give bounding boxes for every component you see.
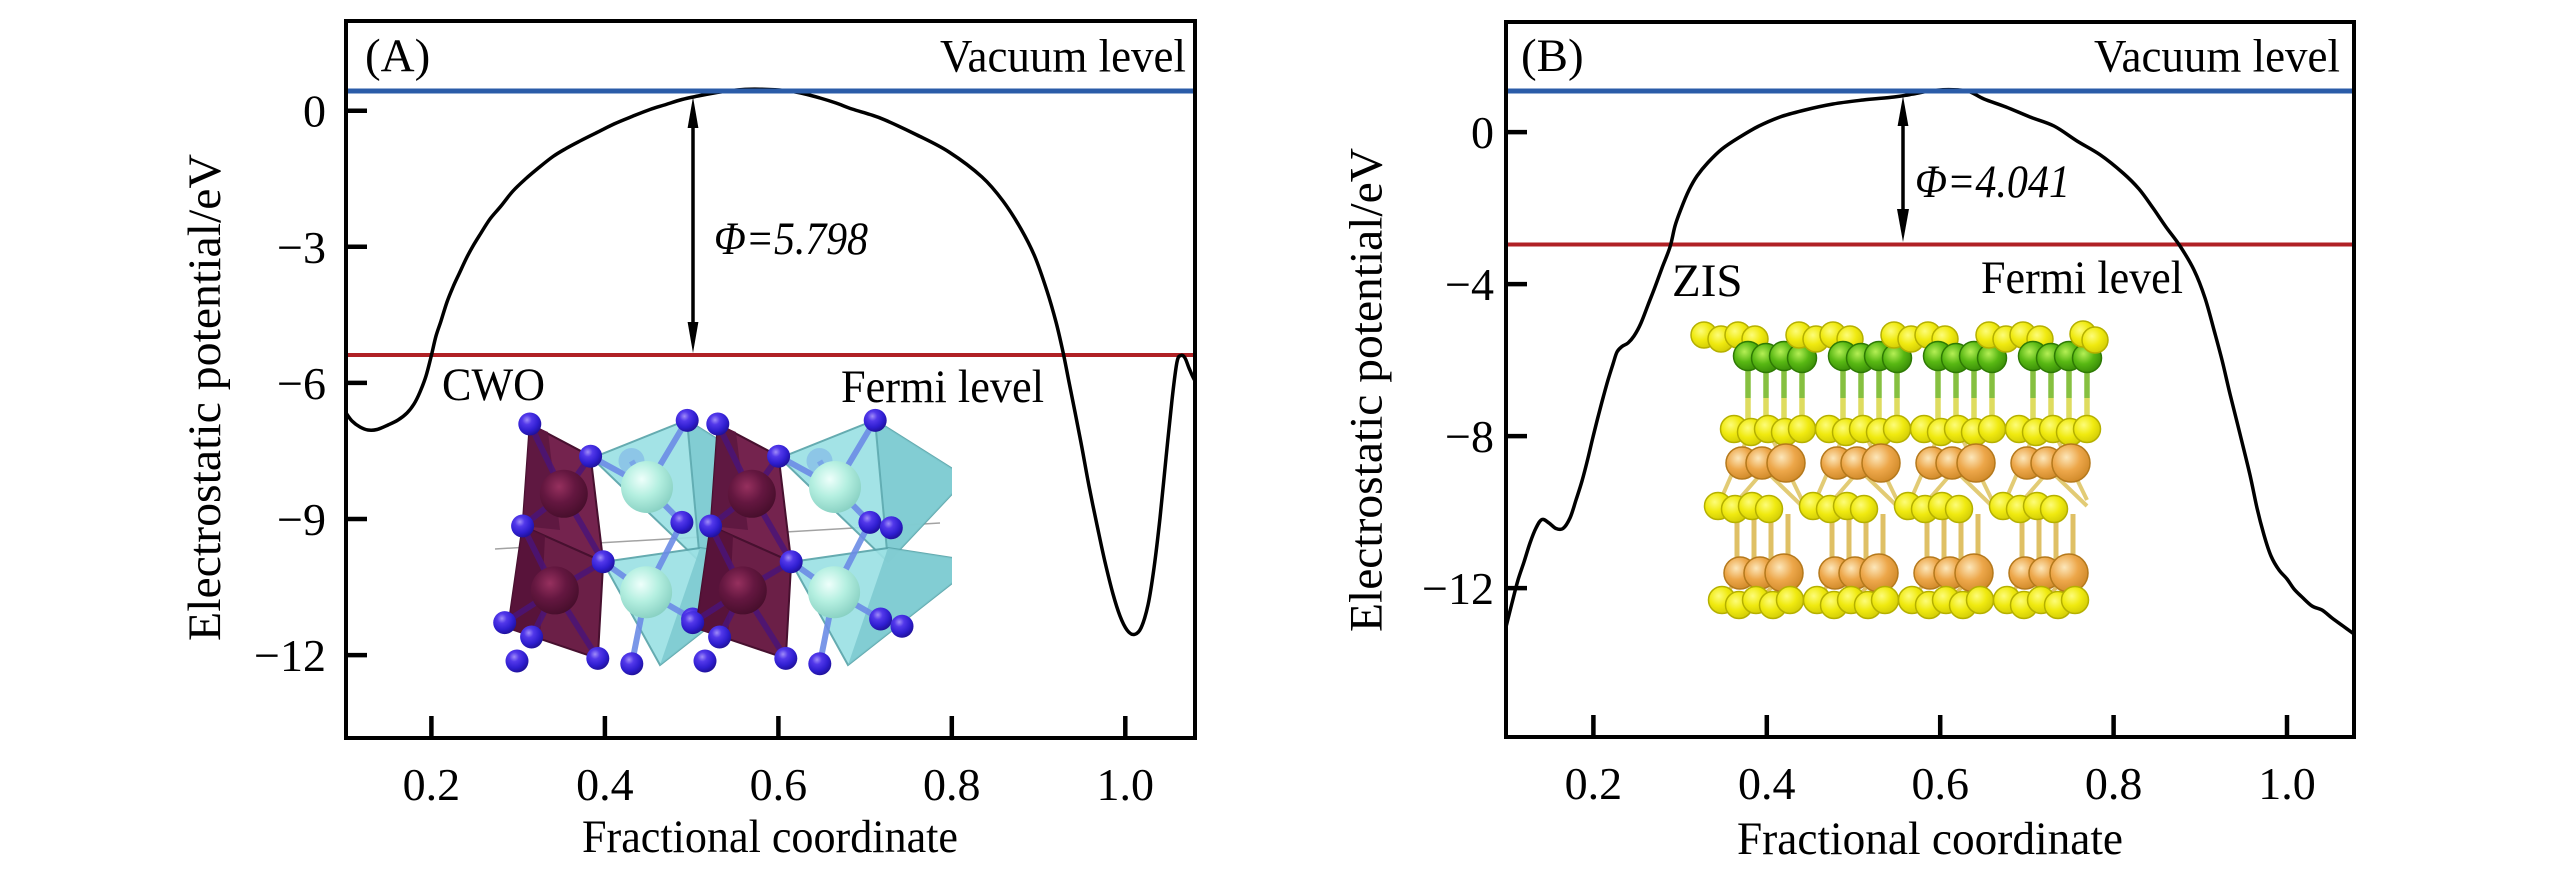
svg-text:−8: −8 [1445, 411, 1494, 462]
svg-text:0.6: 0.6 [750, 759, 808, 810]
svg-text:(A): (A) [365, 30, 430, 82]
svg-text:0.8: 0.8 [923, 759, 981, 810]
svg-text:Electrostatic potential/eV: Electrostatic potential/eV [179, 154, 231, 641]
svg-text:0.6: 0.6 [1911, 758, 1969, 809]
svg-text:Vacuum level: Vacuum level [940, 31, 1186, 83]
svg-text:−3: −3 [277, 222, 326, 273]
svg-text:−12: −12 [1422, 563, 1494, 614]
svg-text:ZIS: ZIS [1672, 255, 1743, 307]
svg-text:−4: −4 [1445, 259, 1494, 310]
svg-text:0.2: 0.2 [403, 759, 461, 810]
svg-text:1.0: 1.0 [1097, 759, 1155, 810]
svg-text:Φ=4.041: Φ=4.041 [1915, 156, 2070, 208]
svg-text:0: 0 [303, 86, 326, 137]
svg-text:−12: −12 [254, 630, 326, 681]
svg-text:0.2: 0.2 [1565, 758, 1623, 809]
svg-text:0.4: 0.4 [1738, 758, 1796, 809]
svg-text:−9: −9 [277, 494, 326, 545]
svg-text:Fractional coordinate: Fractional coordinate [1737, 813, 2123, 865]
svg-text:0: 0 [1471, 107, 1494, 158]
svg-text:(B): (B) [1521, 30, 1584, 82]
svg-text:1.0: 1.0 [2258, 758, 2316, 809]
svg-text:Fermi level: Fermi level [841, 361, 1044, 413]
svg-text:Φ=5.798: Φ=5.798 [714, 213, 868, 265]
svg-text:Fermi level: Fermi level [1981, 252, 2183, 304]
svg-text:0.8: 0.8 [2085, 758, 2143, 809]
svg-text:CWO: CWO [442, 359, 545, 411]
svg-text:Fractional coordinate: Fractional coordinate [582, 811, 958, 863]
svg-text:Electrostatic potential/eV: Electrostatic potential/eV [1341, 148, 1393, 632]
svg-text:Vacuum level: Vacuum level [2094, 31, 2340, 83]
svg-text:−6: −6 [277, 358, 326, 409]
svg-text:0.4: 0.4 [576, 759, 634, 810]
